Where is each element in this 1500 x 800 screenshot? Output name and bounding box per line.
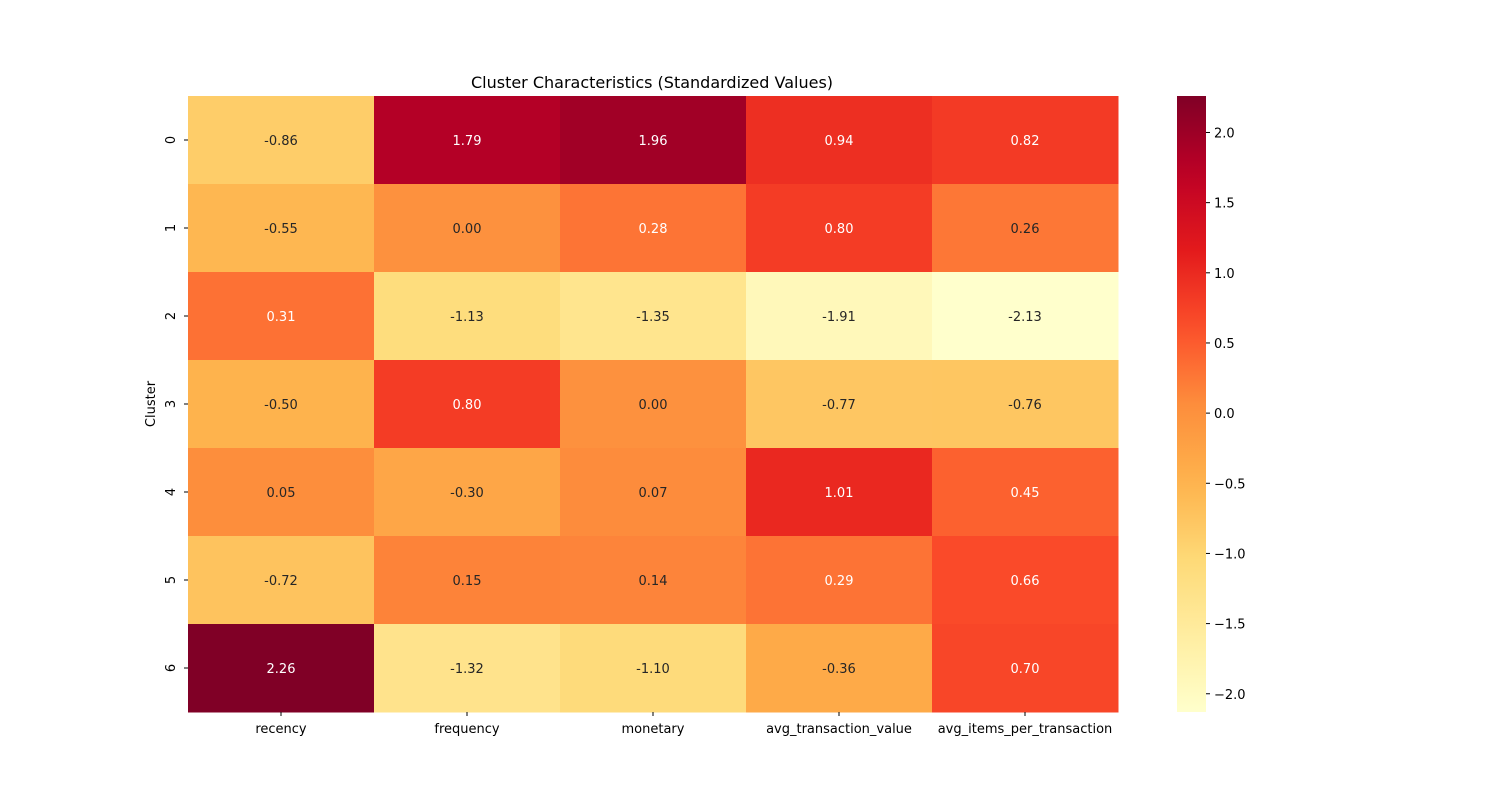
cell-value-label: 0.45 xyxy=(1011,486,1040,501)
cell-value-label: 0.00 xyxy=(453,222,482,237)
cell-value-label: -1.10 xyxy=(636,662,670,677)
cell-value-label: -0.72 xyxy=(264,574,298,589)
heatmap-cell xyxy=(932,536,1119,625)
chart-title: Cluster Characteristics (Standardized Va… xyxy=(471,73,833,92)
cell-value-label: 0.00 xyxy=(639,398,668,413)
heatmap-cell xyxy=(188,624,375,713)
heatmap-cell xyxy=(932,448,1119,537)
colorbar-tick-label: 1.0 xyxy=(1214,267,1235,282)
heatmap-cell xyxy=(746,184,933,273)
y-tick-label: 6 xyxy=(164,664,179,672)
cell-value-label: 0.82 xyxy=(1011,134,1040,149)
x-axis-ticks: recency frequency monetary avg_transaction_… xyxy=(255,712,1112,737)
cell-value-label: 0.15 xyxy=(453,574,482,589)
cell-value-label: -0.76 xyxy=(1008,398,1042,413)
y-tick-label: 1 xyxy=(164,224,179,232)
heatmap-cells: -0.86 1.79 1.96 0.94 0.82 -0.55 0.00 0.28 0.80 0.… xyxy=(188,96,1119,713)
heatmap-cell xyxy=(746,272,933,361)
cell-value-label: 0.05 xyxy=(267,486,296,501)
heatmap-cell xyxy=(746,96,933,185)
x-tick-label: frequency xyxy=(434,722,500,737)
heatmap-cell xyxy=(374,184,561,273)
heatmap-cell xyxy=(932,360,1119,449)
colorbar-tick-label: 0.5 xyxy=(1214,337,1235,352)
heatmap-cell xyxy=(374,536,561,625)
heatmap-cell xyxy=(188,184,375,273)
colorbar xyxy=(1177,96,1206,712)
cell-value-label: -1.13 xyxy=(450,310,484,325)
colorbar-tick-label: 0.0 xyxy=(1214,407,1235,422)
cell-value-label: 0.70 xyxy=(1011,662,1040,677)
y-tick-label: 0 xyxy=(164,136,179,144)
heatmap-cell xyxy=(560,184,747,273)
y-tick-label: 4 xyxy=(164,488,179,496)
cell-value-label: 0.66 xyxy=(1011,574,1040,589)
cell-value-label: 2.26 xyxy=(267,662,296,677)
colorbar-tick-label: −1.5 xyxy=(1214,618,1246,633)
colorbar-ticks: 2.0 1.5 1.0 0.5 0.0 −0.5 −1.0 −1.5 −2.0 xyxy=(1206,126,1246,703)
cell-value-label: -1.35 xyxy=(636,310,670,325)
cell-value-label: 0.14 xyxy=(639,574,668,589)
heatmap-cell xyxy=(560,624,747,713)
y-tick-label: 5 xyxy=(164,576,179,584)
colorbar-tick-label: −0.5 xyxy=(1214,477,1246,492)
heatmap-cell xyxy=(932,96,1119,185)
x-tick-label: monetary xyxy=(622,722,685,737)
cell-value-label: 0.80 xyxy=(825,222,854,237)
y-tick-label: 3 xyxy=(164,400,179,408)
cell-value-label: 0.26 xyxy=(1011,222,1040,237)
heatmap-cell xyxy=(746,536,933,625)
cell-value-label: -0.50 xyxy=(264,398,298,413)
colorbar-tick-label: −2.0 xyxy=(1214,688,1246,703)
colorbar-tick-label: 1.5 xyxy=(1214,197,1235,212)
cell-value-label: -0.36 xyxy=(822,662,856,677)
cell-value-label: 0.29 xyxy=(825,574,854,589)
heatmap-cell xyxy=(746,624,933,713)
x-tick-label: recency xyxy=(255,722,307,737)
heatmap-cell xyxy=(932,624,1119,713)
heatmap-cell xyxy=(932,272,1119,361)
heatmap-cell xyxy=(560,536,747,625)
colorbar-tick-label: 2.0 xyxy=(1214,126,1235,141)
cell-value-label: -1.32 xyxy=(450,662,484,677)
heatmap-cell xyxy=(560,448,747,537)
cell-value-label: 0.28 xyxy=(639,222,668,237)
cell-value-label: 0.94 xyxy=(825,134,854,149)
cell-value-label: -0.55 xyxy=(264,222,298,237)
cell-value-label: 1.96 xyxy=(639,134,668,149)
heatmap-cell xyxy=(188,448,375,537)
heatmap-cell xyxy=(374,360,561,449)
colorbar-tick-label: −1.0 xyxy=(1214,547,1246,562)
cell-value-label: 0.80 xyxy=(453,398,482,413)
heatmap-cell xyxy=(560,96,747,185)
cell-value-label: 0.31 xyxy=(267,310,296,325)
cell-value-label: -0.86 xyxy=(264,134,298,149)
cell-value-label: 0.07 xyxy=(639,486,668,501)
cell-value-label: -1.91 xyxy=(822,310,856,325)
heatmap-cell xyxy=(746,448,933,537)
cell-value-label: -0.77 xyxy=(822,398,856,413)
x-tick-label: avg_items_per_transaction xyxy=(938,722,1113,737)
x-tick-label: avg_transaction_value xyxy=(766,722,912,737)
heatmap-cell xyxy=(374,96,561,185)
heatmap-cell xyxy=(188,360,375,449)
heatmap-cell xyxy=(374,624,561,713)
cell-value-label: -0.30 xyxy=(450,486,484,501)
heatmap-cell xyxy=(932,184,1119,273)
cell-value-label: 1.79 xyxy=(453,134,482,149)
cell-value-label: 1.01 xyxy=(825,486,854,501)
cell-value-label: -2.13 xyxy=(1008,310,1042,325)
heatmap-cell xyxy=(560,272,747,361)
y-axis-label: Cluster xyxy=(144,380,159,427)
heatmap-cell xyxy=(746,360,933,449)
y-axis-ticks: 0 1 2 3 4 5 6 xyxy=(164,136,188,672)
heatmap-cell xyxy=(374,448,561,537)
heatmap-cell xyxy=(188,272,375,361)
heatmap-cell xyxy=(560,360,747,449)
y-tick-label: 2 xyxy=(164,312,179,320)
heatmap-cell xyxy=(188,96,375,185)
heatmap-cell xyxy=(188,536,375,625)
heatmap-cell xyxy=(374,272,561,361)
